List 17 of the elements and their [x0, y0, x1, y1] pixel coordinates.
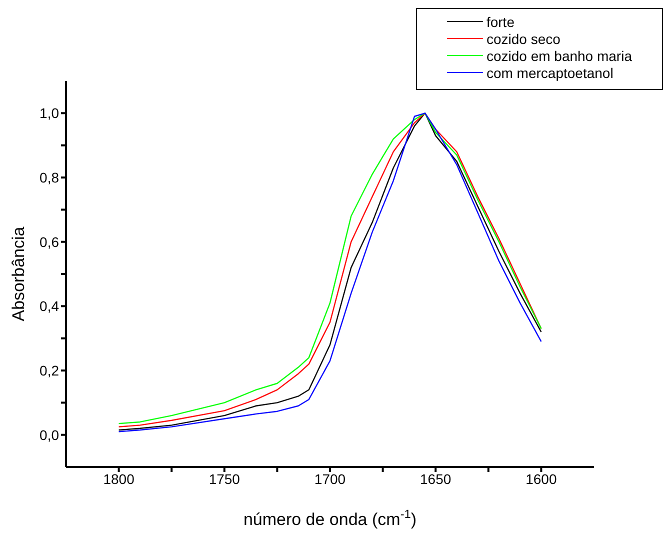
x-tick-label: 1700 — [314, 470, 346, 487]
y-tick-label: 0,2 — [40, 362, 60, 378]
legend-label: forte — [486, 14, 514, 30]
y-tick-label: 0,8 — [40, 169, 60, 186]
x-axis-title: número de onda (cm$^{-1}$) — [243, 507, 417, 529]
legend-label: com mercaptoetanol — [486, 64, 614, 80]
y-axis-title: Absorbância — [9, 226, 28, 322]
x-tick-label: 1800 — [103, 470, 135, 487]
y-tick-label: 0,6 — [40, 234, 60, 250]
x-tick-label: 1750 — [208, 470, 240, 487]
legend-label: cozido em banho maria — [486, 48, 632, 64]
y-tick-label: 0,0 — [40, 426, 60, 443]
x-tick-label: 1600 — [526, 470, 557, 487]
y-tick-label: 0,4 — [40, 298, 60, 314]
y-tick-label: 1,0 — [40, 105, 60, 122]
legend-label: cozido seco — [486, 30, 560, 46]
x-tick-label: 1650 — [420, 470, 452, 487]
